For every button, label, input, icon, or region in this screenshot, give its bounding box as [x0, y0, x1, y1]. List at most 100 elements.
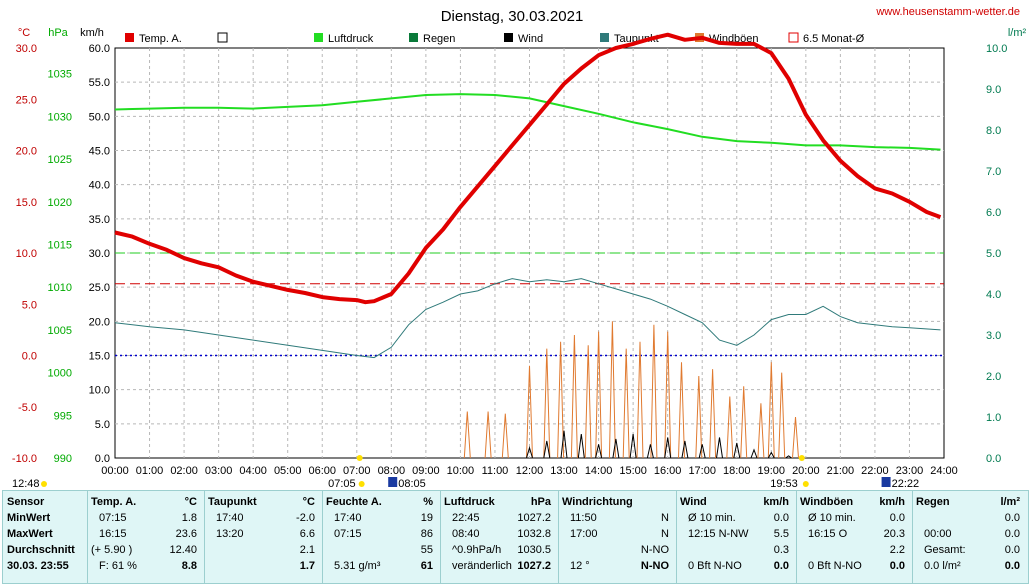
cell-label: 17:40 [216, 512, 244, 524]
cell-value: 1.8 [181, 512, 197, 524]
column-title: Windböen [800, 496, 854, 508]
plot-area [114, 47, 945, 459]
cell-label: 5.31 g/m³ [334, 560, 381, 572]
column-title: Wind [680, 496, 707, 508]
pressure-tick-label: 1010 [48, 282, 72, 294]
time-tick-label: 11:00 [482, 465, 509, 477]
legend-swatch [125, 33, 134, 42]
cell-label: veränderlich [452, 560, 512, 572]
column-title: Temp. A. [91, 496, 137, 508]
column-divider [322, 491, 323, 583]
cell-value: 86 [420, 528, 433, 540]
column-divider [558, 491, 559, 583]
rain-tick-label: 7.0 [986, 166, 1001, 178]
temp-tick-label: 20.0 [16, 146, 37, 158]
moonrise-time: 08:05 [398, 478, 426, 490]
website-link[interactable]: www.heusenstamm-wetter.de [875, 6, 1020, 18]
legend-swatch [504, 33, 513, 42]
wind-tick-label: 60.0 [89, 43, 110, 55]
time-tick-label: 15:00 [619, 465, 647, 477]
chart-axes: 30.0 25.0 20.0 15.0 10.0 5.0 0.0 -5.0 -10.0 1035 1… [12, 43, 1008, 477]
moonrise-icon [388, 477, 398, 487]
wind-tick-label: 10.0 [89, 385, 110, 397]
wind-tick-label: 20.0 [89, 316, 110, 328]
cell-value: N [661, 528, 669, 540]
temp-tick-label: 10.0 [16, 248, 37, 260]
time-tick-label: 03:00 [205, 465, 233, 477]
cell-label: 07:15 [334, 528, 362, 540]
pressure-series [114, 93, 941, 151]
cell-value: 1027.2 [517, 560, 551, 572]
wind-tick-label: 45.0 [89, 146, 110, 158]
wind-tick-label: 5.0 [95, 419, 110, 431]
time-tick-label: 21:00 [827, 465, 855, 477]
time-tick-label: 20:00 [792, 465, 820, 477]
legend-label: Regen [423, 33, 455, 45]
time-tick-label: 24:00 [930, 465, 958, 477]
pressure-tick-label: 1015 [48, 239, 72, 251]
pressure-unit: hPa [48, 27, 68, 39]
cell-label: Gesamt: [924, 544, 966, 556]
cell-value: -2.0 [296, 512, 315, 524]
cell-label: ^0.9hPa/h [452, 544, 502, 556]
gust-series [463, 321, 799, 459]
cell-value: 1027.2 [517, 512, 551, 524]
cell-value: 1032.8 [517, 528, 551, 540]
cell-value: N [661, 512, 669, 524]
time-tick-label: 07:00 [343, 465, 371, 477]
cell-label: 16:15 O [808, 528, 848, 540]
row-label: MaxWert [7, 528, 53, 540]
temp-unit: °C [18, 27, 30, 39]
rain-tick-label: 1.0 [986, 412, 1001, 424]
cell-value: 8.8 [181, 560, 197, 572]
cell-value: 19 [420, 512, 433, 524]
cell-value: N-NO [640, 560, 669, 572]
temp-tick-label: 25.0 [16, 94, 37, 106]
cell-value: 0.0 [1004, 544, 1020, 556]
cell-value: 2.1 [299, 544, 315, 556]
cell-label: Ø 10 min. [688, 512, 736, 524]
pressure-tick-label: 995 [54, 410, 72, 422]
pressure-tick-label: 990 [54, 453, 72, 465]
cell-value: 0.0 [1004, 512, 1020, 524]
pressure-tick-label: 1025 [48, 154, 72, 166]
cell-label: 17:00 [570, 528, 598, 540]
time-tick-label: 23:00 [896, 465, 924, 477]
time-tick-label: 02:00 [170, 465, 198, 477]
column-divider [204, 491, 205, 583]
sunset-icon [798, 455, 805, 461]
rain-tick-label: 3.0 [986, 330, 1001, 342]
cell-value: 0.0 [889, 560, 905, 572]
rain-tick-label: 10.0 [986, 43, 1007, 55]
legend-swatch [409, 33, 418, 42]
cell-value: 55 [420, 544, 433, 556]
time-tick-label: 18:00 [723, 465, 751, 477]
moonset-icon [41, 481, 47, 487]
rain-tick-label: 4.0 [986, 289, 1001, 301]
cell-value: 6.6 [299, 528, 315, 540]
cell-value: 0.0 [1004, 560, 1020, 572]
temperature-series [114, 32, 942, 305]
cell-label: 0 Bft N-NO [808, 560, 862, 572]
pressure-tick-label: 1020 [48, 197, 72, 209]
cell-label: 11:50 [570, 512, 597, 524]
legend-swatch [314, 33, 323, 42]
column-title: Regen [916, 496, 950, 508]
wind-series [526, 430, 792, 459]
column-unit: km/h [763, 496, 789, 508]
rain-tick-label: 0.0 [986, 453, 1001, 465]
temp-tick-label: 0.0 [22, 351, 37, 363]
dewpoint-series [114, 278, 941, 359]
moonrise-time-right: 22:22 [892, 478, 920, 490]
sunset-time: 19:53 [770, 478, 798, 490]
row-label: Sensor [7, 496, 45, 508]
legend-label: 6.5 Monat-Ø [803, 33, 865, 45]
cell-label: 22:45 [452, 512, 480, 524]
cell-value: 0.0 [773, 512, 789, 524]
cell-value: 1.7 [299, 560, 315, 572]
rain-tick-label: 2.0 [986, 371, 1001, 383]
cell-value: 0.0 [1004, 528, 1020, 540]
column-divider [912, 491, 913, 583]
column-divider [440, 491, 441, 583]
sunrise-icon-lower [358, 481, 365, 487]
